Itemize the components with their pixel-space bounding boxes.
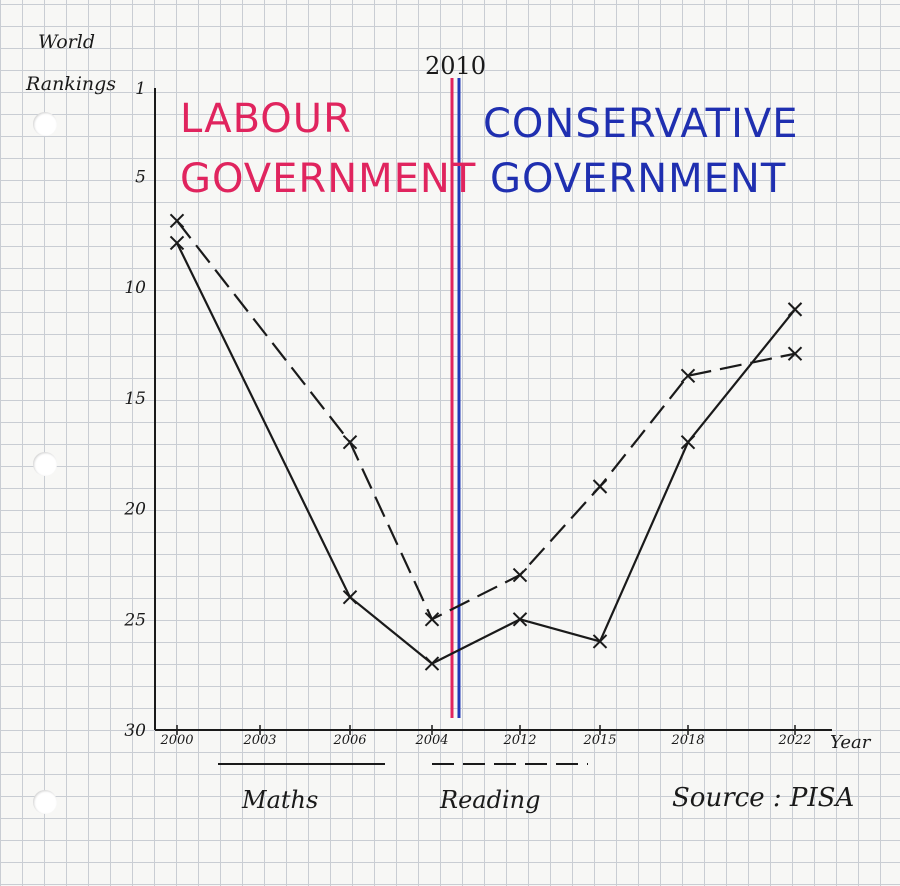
- reading-point-2009: [424, 612, 440, 627]
- y-tick-label-10: 10: [124, 278, 146, 298]
- maths-point-2009: [424, 656, 440, 671]
- reading-point-2006: [342, 434, 358, 450]
- y-tick-label-25: 25: [123, 610, 146, 630]
- maths-point-2018: [680, 434, 696, 450]
- reading-point-2000: [169, 213, 185, 229]
- x-tick-label-2022: 2022: [777, 733, 811, 748]
- reading-point-2018: [680, 368, 696, 384]
- maths-point-2006: [342, 589, 358, 605]
- x-tick-label-2018: 2018: [670, 733, 704, 748]
- x-tick-label-2000: 2000: [159, 733, 193, 748]
- maths-point-2012: [512, 612, 528, 627]
- reading-point-2012: [512, 567, 528, 583]
- x-tick-label-2003: 2003: [242, 733, 276, 748]
- y-tick-label-30: 30: [124, 721, 146, 741]
- source-label: Source : PISA: [672, 783, 854, 813]
- y-tick-label-15: 15: [124, 389, 146, 409]
- binder-hole-middle: [33, 452, 57, 476]
- labour-label-line-1: LABOUR: [180, 96, 352, 142]
- conservative-label-line-2: GOVERNMENT: [490, 156, 786, 202]
- reading-point-2022: [787, 346, 803, 361]
- conservative-label-line-1: CONSERVATIVE: [483, 101, 799, 147]
- maths-point-2015: [592, 634, 608, 649]
- y-tick-label-1: 1: [135, 79, 146, 99]
- labour-label-line-2: GOVERNMENT: [180, 156, 476, 202]
- binder-hole-top: [33, 112, 57, 136]
- y-axis-title-line-2: Rankings: [25, 73, 116, 95]
- maths-point-2022: [787, 302, 803, 317]
- maths-line: [176, 242, 796, 665]
- maths-point-2000: [169, 235, 185, 251]
- legend-reading-label: Reading: [439, 786, 540, 814]
- reading-line: [176, 220, 796, 621]
- y-axis-title-line-1: World: [38, 31, 95, 53]
- binder-hole-bottom: [33, 790, 57, 814]
- x-tick-label-2004: 2004: [414, 733, 448, 748]
- reading-point-2015: [592, 479, 608, 494]
- y-tick-label-20: 20: [123, 500, 146, 520]
- legend-maths-label: Maths: [241, 786, 318, 814]
- x-tick-label-2012: 2012: [502, 733, 536, 748]
- y-tick-label-5: 5: [135, 168, 146, 188]
- divider-year-label: 2010: [425, 52, 486, 80]
- x-tick-label-2015: 2015: [582, 733, 616, 748]
- x-tick-label-2006: 2006: [332, 733, 366, 748]
- x-axis-title: Year: [830, 732, 872, 753]
